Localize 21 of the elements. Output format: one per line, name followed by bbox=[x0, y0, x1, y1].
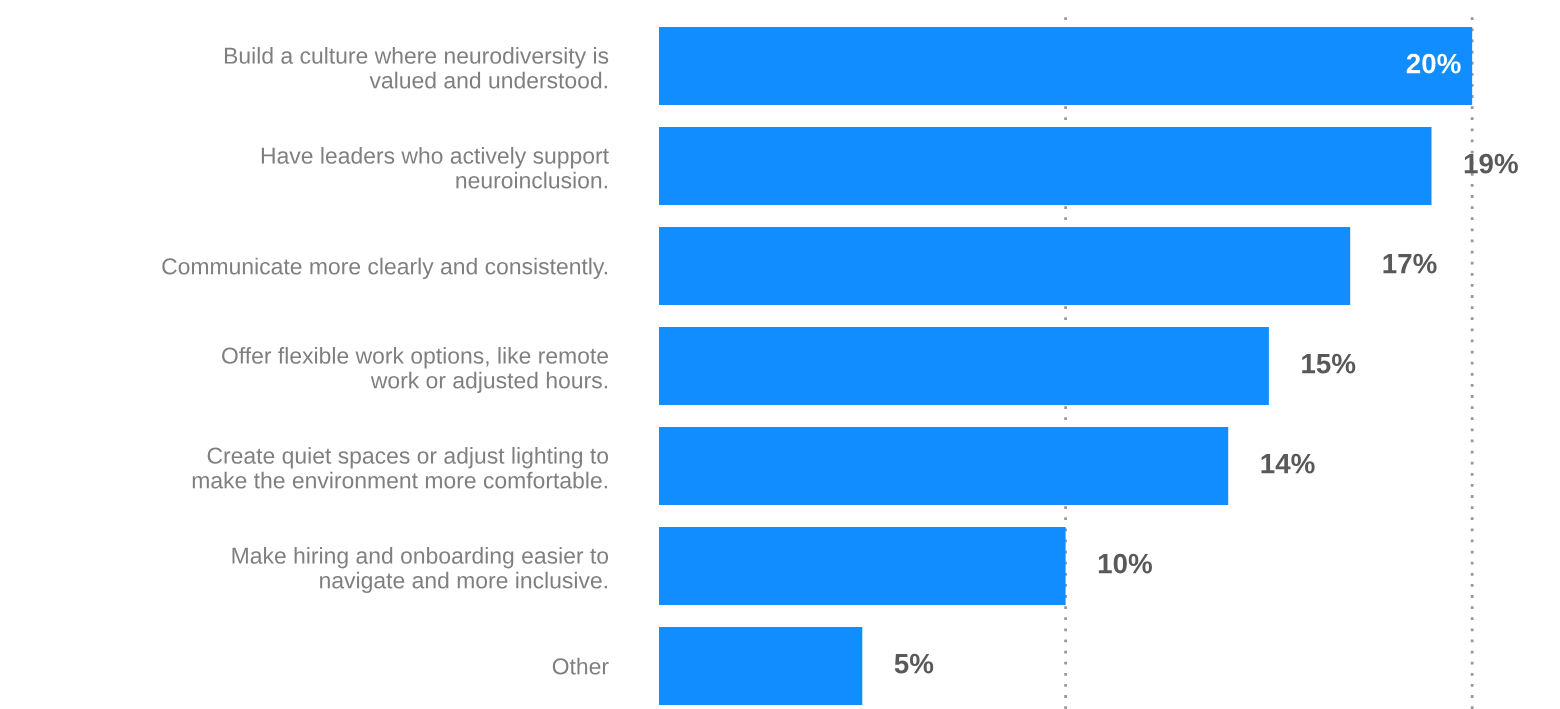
y-tick-label: Build a culture where neurodiversity is valued and understood. bbox=[224, 47, 609, 89]
bar bbox=[659, 427, 1229, 505]
bar bbox=[659, 327, 1269, 405]
data-label: 17% bbox=[1383, 253, 1437, 274]
bar bbox=[659, 127, 1432, 205]
data-label: 15% bbox=[1302, 353, 1356, 374]
y-tick-label: Communicate more clearly and consistently. bbox=[162, 257, 607, 280]
bar bbox=[659, 527, 1066, 605]
y-tick-label: Other bbox=[552, 657, 609, 675]
bar bbox=[659, 627, 863, 705]
data-label: 10% bbox=[1098, 553, 1152, 574]
data-label: 20% bbox=[1406, 53, 1461, 74]
bar bbox=[659, 227, 1351, 305]
y-tick-label: Make hiring and onboarding easier to navigate and more inclusive. bbox=[232, 547, 609, 594]
y-tick-label: Offer flexible work options, like remote work or adjusted hours. bbox=[222, 347, 609, 394]
data-label: 14% bbox=[1261, 453, 1315, 474]
y-tick-label: Have leaders who actively support neuroinclusion. bbox=[261, 147, 609, 189]
y-tick-label: Create quiet spaces or adjust lighting to make the environment more comfortable. bbox=[192, 447, 609, 489]
data-label: 5% bbox=[894, 653, 934, 674]
bar bbox=[659, 27, 1473, 105]
data-label: 19% bbox=[1464, 153, 1518, 174]
